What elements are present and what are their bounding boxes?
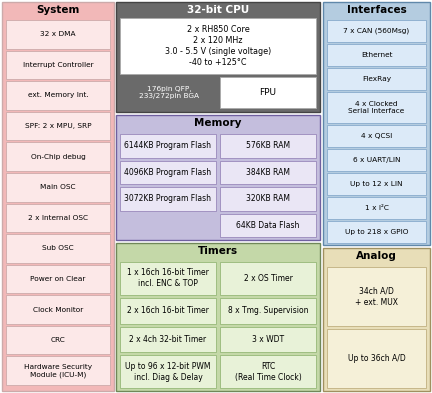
Text: Memory: Memory [194, 118, 242, 128]
Text: Up to 218 x GPIO: Up to 218 x GPIO [345, 229, 408, 235]
Text: 3072KB Program Flash: 3072KB Program Flash [124, 194, 212, 203]
Text: 2 x OS Timer: 2 x OS Timer [244, 274, 292, 283]
Bar [220, 134, 316, 158]
Text: Analog: Analog [356, 251, 397, 261]
Text: 6144KB Program Flash: 6144KB Program Flash [124, 141, 212, 150]
Text: 384KB RAM: 384KB RAM [246, 168, 290, 177]
Bar [120, 327, 216, 352]
Bar [6, 173, 110, 202]
Bar [6, 81, 110, 110]
Bar [327, 20, 426, 42]
Text: 1 x 16ch 16-bit Timer
incl. ENC & TOP: 1 x 16ch 16-bit Timer incl. ENC & TOP [127, 268, 209, 288]
Text: 2 x Internal OSC: 2 x Internal OSC [28, 215, 88, 221]
Bar [6, 204, 110, 232]
Text: 32-bit CPU: 32-bit CPU [187, 5, 249, 15]
Text: 1 x I²C: 1 x I²C [365, 205, 388, 211]
Text: 3 x WDT: 3 x WDT [252, 335, 284, 344]
Text: RTC
(Real Time Clock): RTC (Real Time Clock) [235, 362, 302, 382]
Text: Hardware Security
Module (ICU-M): Hardware Security Module (ICU-M) [24, 364, 92, 378]
Bar [120, 134, 216, 158]
Text: 2 x RH850 Core
2 x 120 MHz
3.0 - 5.5 V (single voltage)
-40 to +125°C: 2 x RH850 Core 2 x 120 MHz 3.0 - 5.5 V (… [165, 25, 271, 67]
Text: Ethernet: Ethernet [361, 52, 392, 58]
Bar [327, 125, 426, 147]
Bar [120, 298, 216, 323]
Text: Up to 12 x LIN: Up to 12 x LIN [350, 181, 403, 187]
Bar [327, 44, 426, 66]
Bar [6, 112, 110, 140]
Text: 320KB RAM: 320KB RAM [246, 194, 290, 203]
Text: Up to 36ch A/D: Up to 36ch A/D [348, 354, 405, 363]
Bar [327, 92, 426, 123]
Text: 4096KB Program Flash: 4096KB Program Flash [124, 168, 212, 177]
Text: 7 x CAN (560Msg): 7 x CAN (560Msg) [343, 28, 410, 34]
Text: Main OSC: Main OSC [40, 184, 76, 190]
Text: FPU: FPU [260, 88, 276, 97]
Bar [220, 213, 316, 237]
Bar [6, 264, 110, 293]
Text: Clock Monitor: Clock Monitor [33, 307, 83, 312]
Bar [6, 356, 110, 385]
Text: Timers: Timers [198, 246, 238, 256]
Text: Up to 96 x 12-bit PWM
incl. Diag & Delay: Up to 96 x 12-bit PWM incl. Diag & Delay [125, 362, 211, 382]
Bar [120, 262, 216, 295]
Bar [220, 298, 316, 323]
Bar [220, 77, 316, 108]
Bar [116, 243, 320, 391]
Text: On-Chip debug: On-Chip debug [31, 154, 86, 160]
Text: Power on Clear: Power on Clear [30, 276, 86, 282]
Bar [327, 68, 426, 90]
Text: 64KB Data Flash: 64KB Data Flash [236, 221, 300, 230]
Text: 4 x QCSI: 4 x QCSI [361, 133, 392, 139]
Text: Interfaces: Interfaces [346, 5, 407, 15]
Bar [220, 262, 316, 295]
Bar [327, 197, 426, 219]
Bar [220, 327, 316, 352]
Text: 32 x DMA: 32 x DMA [40, 31, 76, 37]
Bar [323, 2, 430, 245]
Bar [116, 2, 320, 112]
Text: 4 x Clocked
Serial Interface: 4 x Clocked Serial Interface [348, 101, 405, 114]
Text: ext. Memory Int.: ext. Memory Int. [28, 92, 89, 99]
Bar [327, 267, 426, 326]
Text: 6 x UART/LIN: 6 x UART/LIN [353, 157, 400, 163]
Bar [120, 187, 216, 211]
Bar [220, 160, 316, 184]
Bar [327, 149, 426, 171]
Text: FlexRay: FlexRay [362, 76, 391, 82]
Bar [2, 2, 114, 391]
Bar [120, 160, 216, 184]
Text: CRC: CRC [51, 337, 65, 343]
Text: 2 x 4ch 32-bit Timer: 2 x 4ch 32-bit Timer [130, 335, 206, 344]
Bar [220, 187, 316, 211]
Text: 576KB RAM: 576KB RAM [246, 141, 290, 150]
Bar [6, 51, 110, 79]
Bar [116, 115, 320, 240]
Bar [6, 142, 110, 171]
Bar [6, 326, 110, 354]
Text: Interrupt Controller: Interrupt Controller [23, 62, 93, 68]
Bar [120, 355, 216, 388]
Text: System: System [36, 5, 79, 15]
Bar [6, 234, 110, 263]
Bar [327, 221, 426, 243]
Text: Sub OSC: Sub OSC [42, 245, 74, 252]
Text: 176pin QFP,
233/272pin BGA: 176pin QFP, 233/272pin BGA [139, 86, 199, 99]
Bar [323, 248, 430, 391]
Bar [327, 173, 426, 195]
Bar [220, 355, 316, 388]
Bar [120, 18, 316, 74]
Bar [6, 295, 110, 324]
Bar [327, 329, 426, 388]
Text: 2 x 16ch 16-bit Timer: 2 x 16ch 16-bit Timer [127, 306, 209, 315]
Bar [6, 20, 110, 49]
Text: SPF: 2 x MPU, SRP: SPF: 2 x MPU, SRP [25, 123, 91, 129]
Text: 34ch A/D
+ ext. MUX: 34ch A/D + ext. MUX [355, 286, 398, 307]
Text: 8 x Tmg. Supervision: 8 x Tmg. Supervision [228, 306, 308, 315]
